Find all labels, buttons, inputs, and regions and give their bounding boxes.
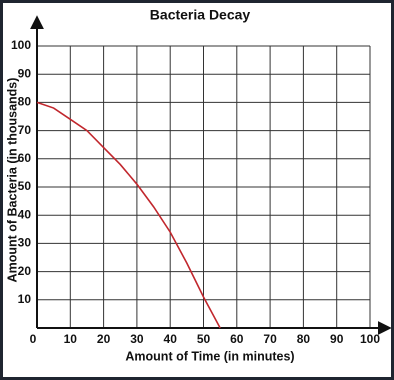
x-tick-label: 0 [30, 332, 37, 346]
data-line [36, 101, 221, 329]
y-tick-label: 90 [18, 66, 32, 80]
grid [36, 45, 371, 328]
chart-title: Bacteria Decay [150, 7, 251, 23]
x-tick-label: 40 [164, 332, 178, 346]
x-tick-label: 90 [330, 332, 344, 346]
x-tick-label: 80 [297, 332, 311, 346]
y-tick-label: 70 [18, 123, 32, 137]
y-tick-label: 30 [18, 236, 32, 250]
y-tick-label: 20 [18, 264, 32, 278]
y-tick-label: 100 [11, 38, 31, 52]
y-axis-label: Amount of Bacteria (in thousands) [5, 78, 19, 283]
x-axis-label: Amount of Time (in minutes) [125, 349, 294, 363]
x-tick-label: 60 [230, 332, 244, 346]
x-tick-label: 30 [130, 332, 144, 346]
x-tick-label: 70 [263, 332, 277, 346]
y-tick-label: 50 [18, 179, 32, 193]
y-tick-label: 40 [18, 207, 32, 221]
y-tick-label: 80 [18, 95, 32, 109]
x-tick-label: 50 [197, 332, 211, 346]
y-tick-label: 10 [18, 292, 32, 306]
x-tick-label: 10 [64, 332, 78, 346]
y-tick-label: 60 [18, 151, 32, 165]
x-tick-label: 100 [360, 332, 380, 346]
x-tick-label: 20 [97, 332, 111, 346]
